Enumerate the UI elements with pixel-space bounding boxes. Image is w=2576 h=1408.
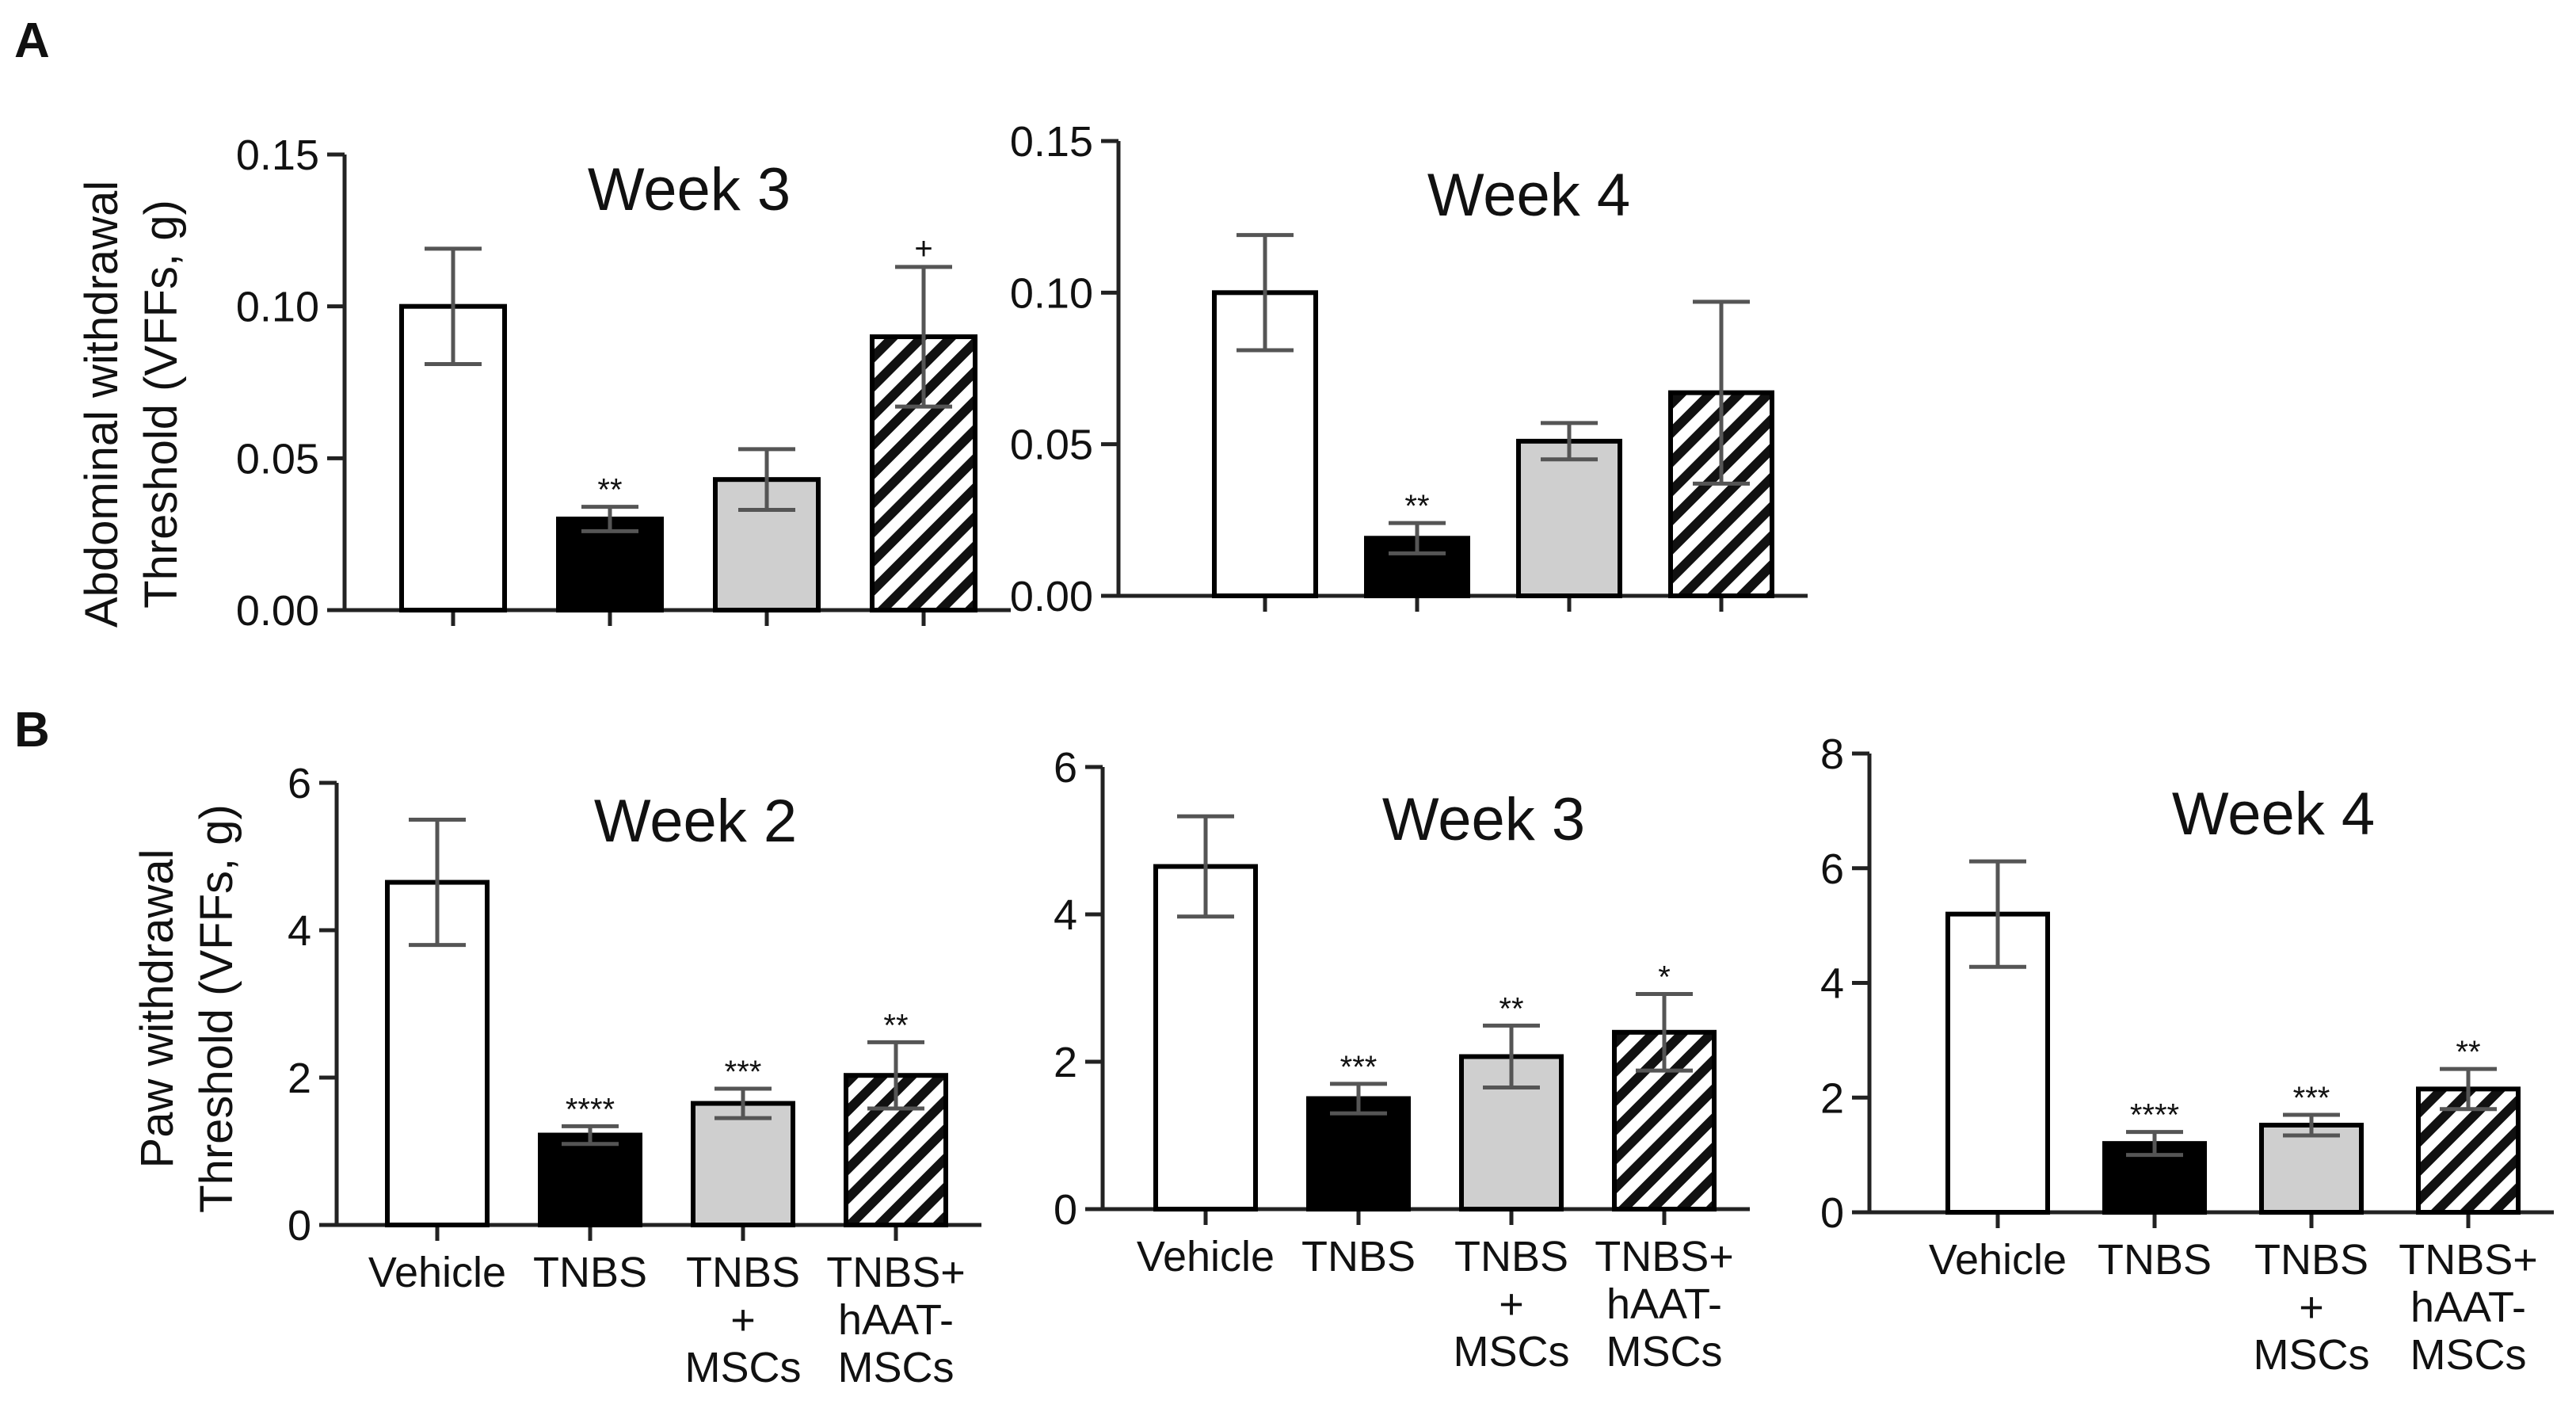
y-tick-label: 0.15 [1010,118,1093,166]
chart-paw-week-3: Week 30246Vehicle***TNBS**TNBS+MSCs*TNBS… [1054,744,1750,1376]
y-axis-label-a-line2: Threshold (VFFs, g) [135,200,187,609]
significance-label: *** [1340,1050,1378,1085]
chart-title: Week 3 [588,156,791,223]
x-category-label: + [730,1296,756,1344]
x-category-label: TNBS [686,1249,800,1296]
y-tick-label: 0.10 [1010,269,1093,317]
chart-title: Week 3 [1382,786,1585,853]
y-axis-label-a-line1: Abdominal withdrawal [76,181,128,628]
x-category-label: TNBS [2098,1236,2212,1284]
y-tick-label: 6 [1820,845,1844,893]
x-category-label: MSCs [2410,1331,2527,1379]
significance-label: ** [1404,489,1429,524]
x-category-label: hAAT- [1606,1280,1722,1328]
chart-paw-week-4: Week 402468Vehicle****TNBS***TNBS+MSCs**… [1820,731,2554,1379]
y-tick-label: 0.15 [236,132,319,179]
x-category-label: TNBS+ [826,1249,966,1296]
x-category-label: TNBS [533,1249,647,1296]
chart-abdominal-week-4: Week 4 0.00 0.05 0.10 0.15 ** [1010,118,1808,620]
x-category-label: MSCs [838,1344,955,1391]
bar-tnbs [1306,1096,1411,1211]
chart-abdominal-week-3: Week 3 0.00 0.05 0.10 0.15 ** + [236,132,1011,635]
significance-label: **** [2130,1098,2179,1133]
y-tick-label: 4 [1820,960,1844,1008]
x-category-label: TNBS [1301,1233,1416,1280]
y-tick-label: 6 [1054,744,1077,792]
y-tick-label: 4 [1054,891,1077,939]
significance-label: **** [566,1092,615,1127]
y-tick-label: 6 [288,760,311,807]
y-tick-label: 4 [288,907,311,955]
significance-label: ** [597,473,622,508]
bar-vehicle [1153,864,1258,1212]
y-axis-label-b-line1: Paw withdrawal [131,849,183,1169]
x-category-label: Vehicle [368,1249,506,1296]
x-category-label: TNBS [1454,1233,1568,1280]
bar-tnbs [556,517,664,612]
x-category-label: hAAT- [2410,1284,2526,1331]
significance-label: * [1658,960,1671,994]
x-category-label: Vehicle [1137,1233,1275,1280]
y-tick-label: 0 [288,1202,311,1250]
chart-paw-week-2: Week 20246Vehicle****TNBS***TNBS+MSCs**T… [288,760,981,1391]
chart-title: Week 2 [594,788,797,855]
y-tick-label: 2 [1054,1039,1077,1086]
bar-tnbs-mscs [691,1101,795,1228]
y-tick-label: 0.05 [236,435,319,483]
y-tick-label: 2 [1820,1074,1844,1122]
x-category-label: MSCs [685,1344,802,1391]
panel-label-a: A [14,13,50,68]
y-tick-label: 0 [1820,1189,1844,1237]
significance-label: ** [1499,991,1523,1026]
x-category-label: hAAT- [838,1296,954,1344]
x-category-label: TNBS [2254,1236,2368,1284]
y-tick-label: 2 [288,1055,311,1102]
significance-label: ** [883,1008,908,1043]
bar-tnbs-mscs [2259,1122,2364,1215]
y-tick-label: 0.05 [1010,422,1093,469]
x-category-label: MSCs [1454,1328,1570,1376]
y-tick-label: 0 [1054,1186,1077,1234]
x-category-label: + [1499,1280,1524,1328]
significance-label: *** [725,1055,762,1089]
y-tick-label: 0.10 [236,284,319,331]
x-category-label: + [2299,1284,2324,1331]
x-category-label: Vehicle [1929,1236,2067,1284]
bar-tnbs-mscs [1516,438,1622,599]
significance-label: ** [2456,1035,2480,1070]
panel-label-b: B [14,703,50,757]
significance-label: + [914,231,932,266]
y-tick-label: 8 [1820,731,1844,778]
x-category-label: TNBS+ [2399,1236,2538,1284]
y-axis-label-b-line2: Threshold (VFFs, g) [191,804,242,1213]
bar-tnbs [538,1132,642,1228]
chart-title: Week 4 [1427,162,1630,229]
y-tick-label: 0.00 [1010,573,1093,620]
x-category-label: MSCs [2254,1331,2370,1379]
x-category-label: MSCs [1606,1328,1723,1376]
x-category-label: TNBS+ [1595,1233,1734,1280]
significance-label: *** [2293,1081,2330,1116]
y-tick-label: 0.00 [236,587,319,635]
chart-title: Week 4 [2172,780,2375,848]
